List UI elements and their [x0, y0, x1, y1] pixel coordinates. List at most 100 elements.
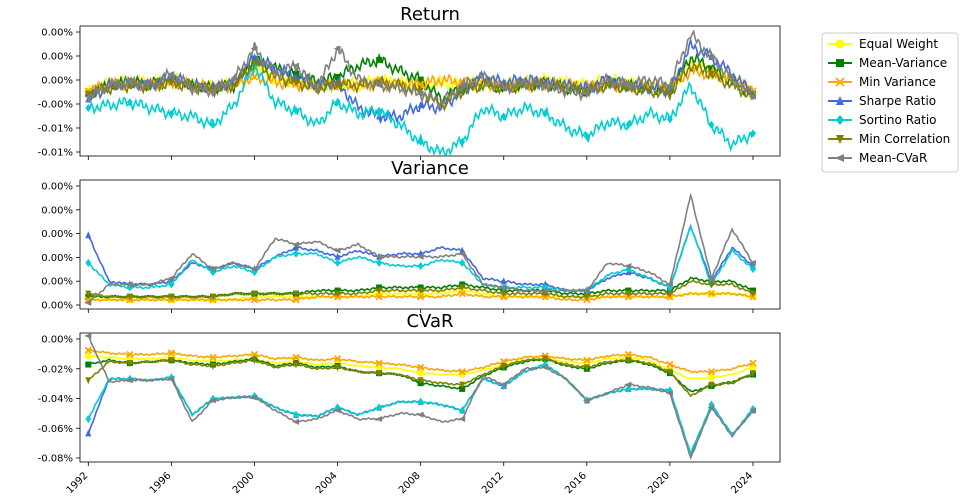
point-sortino-ratio [168, 280, 175, 289]
triangle-up-marker-icon [836, 96, 844, 105]
point-mean-cvar [167, 71, 175, 78]
point-mean-cvar [208, 266, 216, 273]
point-sortino-ratio [459, 258, 466, 267]
x-tick-label: 2024 [729, 470, 755, 496]
y-tick-label: 0.00% [41, 52, 73, 63]
panel-title: CVaR [406, 311, 453, 332]
point-min-variance [250, 73, 259, 81]
point-sortino-ratio [542, 109, 549, 118]
legend-item-min-correlation: Min Correlation [828, 132, 950, 146]
y-tick-label: 0.00% [41, 76, 73, 87]
point-mean-cvar [499, 381, 507, 388]
point-mean-cvar [458, 250, 466, 257]
legend-label: Equal Weight [859, 37, 938, 51]
point-mean-variance [376, 56, 383, 63]
point-sortino-ratio [334, 258, 341, 267]
diamond-marker-icon [836, 115, 844, 125]
legend-item-mean-variance: Mean-Variance [828, 56, 947, 70]
point-sharpe-ratio [417, 101, 424, 109]
point-min-variance [167, 349, 176, 357]
point-min-variance [458, 368, 466, 376]
point-mean-cvar [707, 404, 715, 411]
point-sortino-ratio [293, 410, 300, 419]
point-min-correlation [293, 79, 300, 87]
point-min-correlation [749, 370, 756, 378]
point-mean-cvar [208, 397, 216, 404]
legend-label: Sharpe Ratio [859, 94, 936, 108]
point-min-correlation [168, 357, 175, 365]
point-min-variance [375, 359, 383, 367]
point-min-correlation [293, 361, 300, 369]
point-min-correlation [666, 290, 673, 298]
point-min-correlation [583, 293, 590, 301]
point-min-correlation [749, 290, 756, 298]
point-mean-cvar [84, 299, 92, 306]
point-min-variance [292, 353, 300, 362]
legend: Equal Weight Mean-Variance Min Variance Sha… [821, 32, 959, 173]
y-tick-label: 0.00% [41, 229, 73, 240]
point-mean-cvar [624, 381, 632, 388]
legend-label: Mean-CVaR [859, 151, 927, 165]
point-sortino-ratio [85, 415, 92, 423]
legend-item-sharpe-ratio: Sharpe Ratio [828, 94, 936, 108]
point-sortino-ratio [168, 109, 175, 118]
point-mean-cvar [624, 263, 632, 269]
y-tick-label: -0.01% [38, 124, 73, 135]
y-tick-label: -0.01% [38, 148, 73, 159]
point-mean-cvar [748, 407, 756, 414]
point-sortino-ratio [625, 120, 632, 129]
y-tick-label: -0.08% [38, 454, 73, 465]
point-mean-variance [85, 361, 92, 368]
point-min-variance [375, 293, 383, 301]
point-min-correlation [542, 355, 549, 363]
point-min-variance [333, 355, 342, 363]
legend-label: Min Variance [859, 75, 936, 89]
point-min-correlation [334, 81, 341, 89]
point-mean-cvar [458, 416, 466, 422]
point-min-variance [126, 350, 134, 359]
series-line-sortino-ratio [88, 64, 754, 156]
point-mean-cvar [541, 82, 549, 89]
x-marker-icon [835, 77, 845, 87]
point-mean-cvar [416, 90, 424, 97]
series-group [84, 333, 757, 461]
point-mean-cvar [250, 266, 258, 273]
point-min-variance [417, 293, 425, 301]
point-sortino-ratio [749, 129, 756, 138]
point-sharpe-ratio [85, 429, 92, 437]
point-min-correlation [625, 357, 632, 365]
point-mean-cvar [582, 397, 590, 404]
point-sortino-ratio [209, 120, 216, 129]
point-min-correlation [85, 377, 92, 385]
point-mean-cvar [125, 281, 133, 288]
point-min-correlation [126, 360, 133, 368]
point-mean-cvar [748, 259, 756, 266]
point-min-correlation [251, 59, 258, 67]
circle-marker-icon [835, 39, 845, 49]
point-sortino-ratio [417, 137, 424, 146]
point-sortino-ratio [500, 112, 507, 121]
point-sortino-ratio [334, 98, 341, 107]
legend-label: Mean-Variance [859, 56, 947, 70]
point-min-correlation [459, 284, 466, 292]
y-tick-label: 0.00% [41, 335, 73, 346]
point-mean-cvar [375, 82, 383, 89]
point-min-correlation [708, 71, 715, 79]
point-mean-cvar [84, 93, 92, 100]
point-min-correlation [417, 287, 424, 295]
point-mean-cvar [458, 82, 466, 89]
point-mean-cvar [292, 241, 300, 248]
series-group [84, 29, 757, 156]
point-mean-variance [334, 73, 341, 80]
legend-item-min-variance: Min Variance [828, 75, 936, 89]
point-equal-weight [84, 352, 92, 360]
point-min-correlation [500, 290, 507, 298]
point-mean-cvar [375, 253, 383, 260]
point-min-correlation [251, 290, 258, 298]
point-min-correlation [500, 362, 507, 370]
point-min-correlation [85, 90, 92, 98]
point-mean-cvar [665, 390, 673, 397]
point-mean-cvar [624, 82, 632, 89]
point-sortino-ratio [708, 120, 715, 129]
